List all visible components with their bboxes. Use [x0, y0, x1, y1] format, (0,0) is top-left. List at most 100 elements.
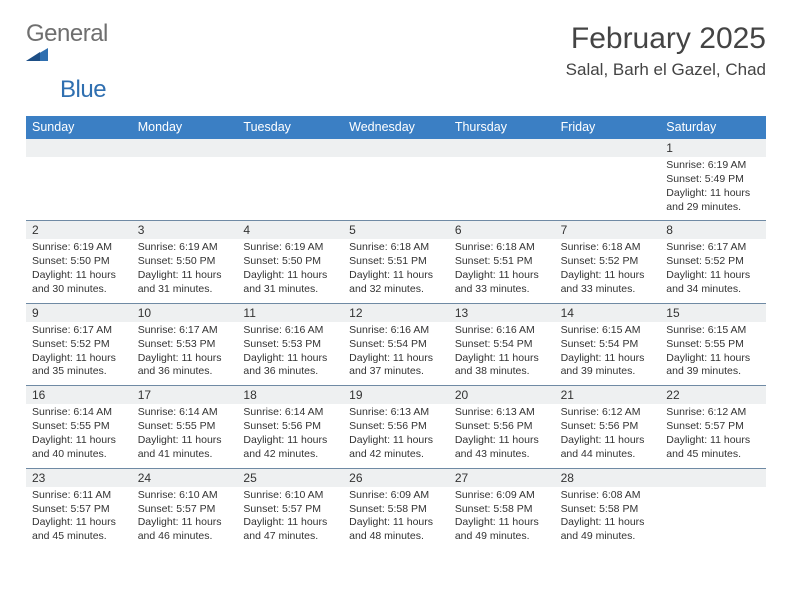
week: 16171819202122Sunrise: 6:14 AMSunset: 5:…	[26, 385, 766, 467]
daylight-text: Daylight: 11 hours and 46 minutes.	[138, 516, 232, 544]
day-number: 17	[132, 386, 238, 404]
day-body: Sunrise: 6:18 AMSunset: 5:51 PMDaylight:…	[449, 239, 555, 302]
daylight-text: Daylight: 11 hours and 31 minutes.	[138, 269, 232, 297]
sunset-text: Sunset: 5:54 PM	[349, 338, 443, 352]
day-number: 22	[660, 386, 766, 404]
sunrise-text: Sunrise: 6:18 AM	[349, 241, 443, 255]
sunrise-text: Sunrise: 6:18 AM	[455, 241, 549, 255]
day-body: Sunrise: 6:16 AMSunset: 5:54 PMDaylight:…	[343, 322, 449, 385]
day-body: Sunrise: 6:10 AMSunset: 5:57 PMDaylight:…	[132, 487, 238, 550]
sunrise-text: Sunrise: 6:19 AM	[138, 241, 232, 255]
daylight-text: Daylight: 11 hours and 41 minutes.	[138, 434, 232, 462]
sunset-text: Sunset: 5:52 PM	[561, 255, 655, 269]
sunrise-text: Sunrise: 6:18 AM	[561, 241, 655, 255]
day-number	[343, 139, 449, 157]
day-body: Sunrise: 6:18 AMSunset: 5:51 PMDaylight:…	[343, 239, 449, 302]
sunrise-text: Sunrise: 6:14 AM	[32, 406, 126, 420]
day-body: Sunrise: 6:12 AMSunset: 5:56 PMDaylight:…	[555, 404, 661, 467]
day-header-row: Sunday Monday Tuesday Wednesday Thursday…	[26, 116, 766, 139]
daylight-text: Daylight: 11 hours and 34 minutes.	[666, 269, 760, 297]
day-body: Sunrise: 6:11 AMSunset: 5:57 PMDaylight:…	[26, 487, 132, 550]
day-header-cell: Tuesday	[237, 116, 343, 139]
daylight-text: Daylight: 11 hours and 32 minutes.	[349, 269, 443, 297]
sunset-text: Sunset: 5:57 PM	[243, 503, 337, 517]
day-header-cell: Saturday	[660, 116, 766, 139]
day-body: Sunrise: 6:19 AMSunset: 5:49 PMDaylight:…	[660, 157, 766, 220]
sunrise-text: Sunrise: 6:12 AM	[666, 406, 760, 420]
sunset-text: Sunset: 5:50 PM	[243, 255, 337, 269]
sunset-text: Sunset: 5:49 PM	[666, 173, 760, 187]
sunrise-text: Sunrise: 6:17 AM	[666, 241, 760, 255]
daylight-text: Daylight: 11 hours and 35 minutes.	[32, 352, 126, 380]
day-number: 28	[555, 469, 661, 487]
daylight-text: Daylight: 11 hours and 47 minutes.	[243, 516, 337, 544]
sunrise-text: Sunrise: 6:10 AM	[243, 489, 337, 503]
day-header-cell: Wednesday	[343, 116, 449, 139]
daylight-text: Daylight: 11 hours and 30 minutes.	[32, 269, 126, 297]
day-number: 18	[237, 386, 343, 404]
day-number: 2	[26, 221, 132, 239]
day-number: 1	[660, 139, 766, 157]
sunrise-text: Sunrise: 6:15 AM	[561, 324, 655, 338]
sunrise-text: Sunrise: 6:13 AM	[349, 406, 443, 420]
daylight-text: Daylight: 11 hours and 40 minutes.	[32, 434, 126, 462]
daybody-row: Sunrise: 6:17 AMSunset: 5:52 PMDaylight:…	[26, 322, 766, 385]
brand-word-2: Blue	[26, 76, 106, 103]
day-body: Sunrise: 6:19 AMSunset: 5:50 PMDaylight:…	[26, 239, 132, 302]
day-body	[237, 157, 343, 220]
sunrise-text: Sunrise: 6:17 AM	[138, 324, 232, 338]
daylight-text: Daylight: 11 hours and 29 minutes.	[666, 187, 760, 215]
sunset-text: Sunset: 5:55 PM	[32, 420, 126, 434]
daybody-row: Sunrise: 6:11 AMSunset: 5:57 PMDaylight:…	[26, 487, 766, 550]
sunrise-text: Sunrise: 6:19 AM	[666, 159, 760, 173]
day-number: 8	[660, 221, 766, 239]
daylight-text: Daylight: 11 hours and 42 minutes.	[349, 434, 443, 462]
sunrise-text: Sunrise: 6:16 AM	[455, 324, 549, 338]
day-body: Sunrise: 6:19 AMSunset: 5:50 PMDaylight:…	[237, 239, 343, 302]
day-body: Sunrise: 6:14 AMSunset: 5:55 PMDaylight:…	[26, 404, 132, 467]
sunrise-text: Sunrise: 6:19 AM	[243, 241, 337, 255]
daylight-text: Daylight: 11 hours and 37 minutes.	[349, 352, 443, 380]
day-number: 25	[237, 469, 343, 487]
daylight-text: Daylight: 11 hours and 43 minutes.	[455, 434, 549, 462]
daylight-text: Daylight: 11 hours and 31 minutes.	[243, 269, 337, 297]
day-number: 13	[449, 304, 555, 322]
daylight-text: Daylight: 11 hours and 45 minutes.	[666, 434, 760, 462]
day-body: Sunrise: 6:15 AMSunset: 5:55 PMDaylight:…	[660, 322, 766, 385]
sunset-text: Sunset: 5:57 PM	[666, 420, 760, 434]
sunset-text: Sunset: 5:54 PM	[561, 338, 655, 352]
daybody-row: Sunrise: 6:19 AMSunset: 5:49 PMDaylight:…	[26, 157, 766, 220]
day-body: Sunrise: 6:13 AMSunset: 5:56 PMDaylight:…	[343, 404, 449, 467]
day-body: Sunrise: 6:10 AMSunset: 5:57 PMDaylight:…	[237, 487, 343, 550]
daynum-row: 16171819202122	[26, 385, 766, 404]
day-body: Sunrise: 6:16 AMSunset: 5:54 PMDaylight:…	[449, 322, 555, 385]
sunrise-text: Sunrise: 6:14 AM	[243, 406, 337, 420]
day-body: Sunrise: 6:09 AMSunset: 5:58 PMDaylight:…	[449, 487, 555, 550]
daylight-text: Daylight: 11 hours and 36 minutes.	[243, 352, 337, 380]
day-header-cell: Friday	[555, 116, 661, 139]
daynum-row: 9101112131415	[26, 303, 766, 322]
day-number: 21	[555, 386, 661, 404]
week: 232425262728Sunrise: 6:11 AMSunset: 5:57…	[26, 468, 766, 550]
day-number: 10	[132, 304, 238, 322]
day-body: Sunrise: 6:17 AMSunset: 5:52 PMDaylight:…	[26, 322, 132, 385]
daybody-row: Sunrise: 6:19 AMSunset: 5:50 PMDaylight:…	[26, 239, 766, 302]
day-body: Sunrise: 6:09 AMSunset: 5:58 PMDaylight:…	[343, 487, 449, 550]
daylight-text: Daylight: 11 hours and 44 minutes.	[561, 434, 655, 462]
day-header-cell: Thursday	[449, 116, 555, 139]
day-number: 3	[132, 221, 238, 239]
day-number: 12	[343, 304, 449, 322]
sunset-text: Sunset: 5:58 PM	[455, 503, 549, 517]
sunrise-text: Sunrise: 6:12 AM	[561, 406, 655, 420]
sunrise-text: Sunrise: 6:19 AM	[32, 241, 126, 255]
daylight-text: Daylight: 11 hours and 39 minutes.	[666, 352, 760, 380]
sunset-text: Sunset: 5:55 PM	[138, 420, 232, 434]
daynum-row: 232425262728	[26, 468, 766, 487]
day-body: Sunrise: 6:18 AMSunset: 5:52 PMDaylight:…	[555, 239, 661, 302]
day-body	[26, 157, 132, 220]
day-body: Sunrise: 6:19 AMSunset: 5:50 PMDaylight:…	[132, 239, 238, 302]
brand-mark-icon	[26, 46, 108, 62]
day-number: 9	[26, 304, 132, 322]
calendar: Sunday Monday Tuesday Wednesday Thursday…	[26, 116, 766, 550]
day-body: Sunrise: 6:12 AMSunset: 5:57 PMDaylight:…	[660, 404, 766, 467]
